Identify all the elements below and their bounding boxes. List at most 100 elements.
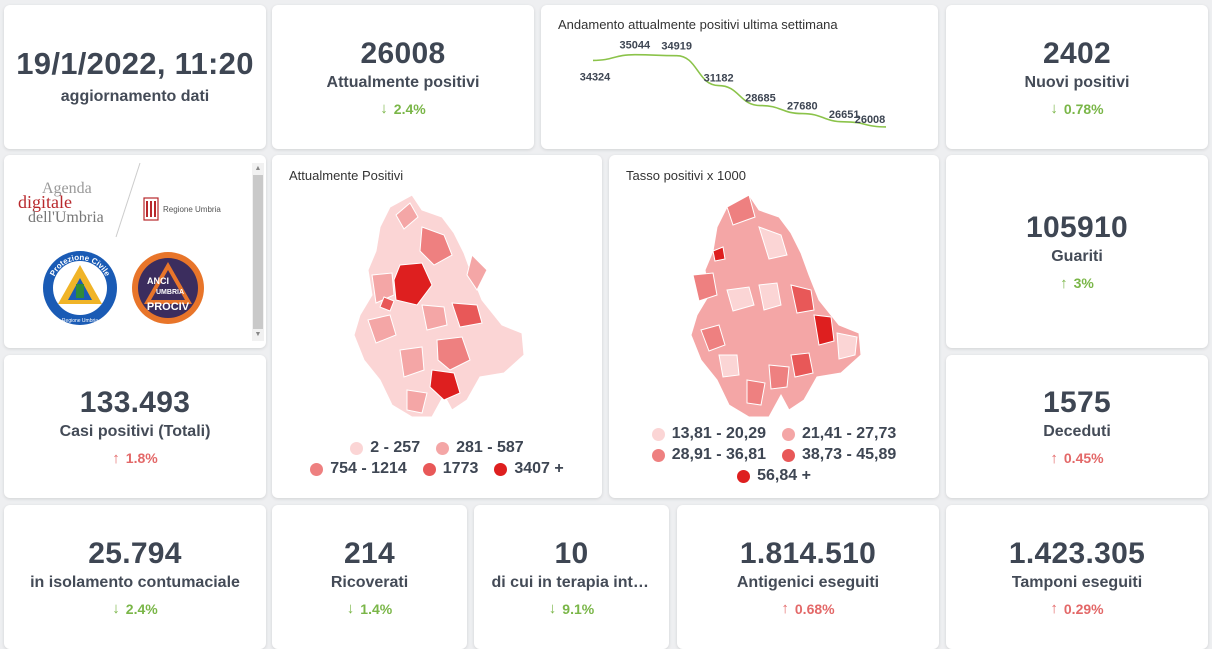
tamponi-card: 1.423.305 Tamponi eseguiti ↑ 0.29% xyxy=(946,505,1208,649)
attualmente-positivi-card: 26008 Attualmente positivi ↓ 2.4% xyxy=(272,5,534,149)
map-region xyxy=(712,246,726,262)
deceduti-card: 1575 Deceduti ↑ 0.45% xyxy=(946,355,1208,498)
arrow-down-icon: ↓ xyxy=(1050,100,1058,118)
regione-umbria-text: Regione Umbria xyxy=(163,204,221,214)
arrow-up-icon: ↑ xyxy=(1050,449,1058,467)
legend-label: 754 - 1214 xyxy=(330,460,407,477)
tamponi-change: ↑ 0.29% xyxy=(1050,600,1103,617)
terapia-change: ↓ 9.1% xyxy=(549,600,594,617)
legend-dot xyxy=(651,427,665,441)
legend-label: 3407 + xyxy=(514,460,564,477)
guariti-card: 105910 Guariti ↑ 3% xyxy=(946,155,1208,348)
change-value: 0.29% xyxy=(1063,600,1104,617)
anci-umbria-prociv-logo: ANCI UMBRIA PROCIV xyxy=(132,252,204,324)
map-region xyxy=(371,272,395,304)
map-region xyxy=(790,352,814,378)
deceduti-value: 1575 xyxy=(1043,386,1111,420)
scroll-thumb[interactable] xyxy=(253,175,263,329)
map-region xyxy=(367,314,397,344)
trend-data-label: 31182 xyxy=(704,73,734,85)
legend-row: 2 - 257 281 - 587 xyxy=(272,439,602,457)
scroll-down-icon[interactable]: ▼ xyxy=(254,331,262,338)
scroll-up-icon[interactable]: ▲ xyxy=(254,165,262,172)
anci-line3: PROCIV xyxy=(147,301,190,313)
map-region xyxy=(726,286,755,312)
legend-item: 28,91 - 36,81 xyxy=(651,446,766,464)
logos-scrollbar[interactable]: ▲ ▼ xyxy=(252,163,264,341)
attualmente-positivi-change: ↓ 2.4% xyxy=(380,100,425,117)
agenda-line1: Agenda xyxy=(42,180,92,197)
legend-item: 38,73 - 45,89 xyxy=(782,446,896,464)
legend-item: 281 - 587 xyxy=(436,439,524,457)
agenda-line2: digitale xyxy=(18,192,72,212)
map-region xyxy=(836,332,858,360)
antigenici-value: 1.814.510 xyxy=(739,536,877,570)
legend-dot xyxy=(350,441,364,455)
legend-label: 56,84 + xyxy=(757,467,811,484)
arrow-up-icon: ↑ xyxy=(1060,274,1068,292)
anci-line1: ANCI xyxy=(147,276,169,286)
legend-item: 1773 xyxy=(422,460,479,478)
map-region xyxy=(466,254,488,291)
deceduti-label: Deceduti xyxy=(1043,423,1111,441)
map-region-base xyxy=(353,194,525,418)
map-region xyxy=(421,304,448,331)
arrow-down-icon: ↓ xyxy=(346,600,355,618)
legend-label: 1773 xyxy=(442,460,479,477)
map-positivi-title: Attualmente Positivi xyxy=(289,168,404,183)
isolamento-value: 25.794 xyxy=(88,536,182,570)
ricoverati-change: ↓ 1.4% xyxy=(347,600,392,617)
change-value: 0.45% xyxy=(1063,450,1104,467)
guariti-label: Guariti xyxy=(1051,248,1103,266)
legend-label: 38,73 - 45,89 xyxy=(802,446,897,463)
map-region xyxy=(419,226,453,266)
trend-data-label: 27680 xyxy=(787,101,818,113)
legend-row: 754 - 1214 1773 3407 + xyxy=(272,460,602,478)
legend-label: 21,41 - 27,73 xyxy=(802,425,897,442)
isolamento-card: 25.794 in isolamento contumaciale ↓ 2.4% xyxy=(4,505,266,649)
legend-dot xyxy=(310,462,324,476)
update-label: aggiornamento dati xyxy=(60,88,210,106)
tamponi-value: 1.423.305 xyxy=(1008,536,1146,570)
legend-item: 56,84 + xyxy=(737,467,811,485)
casi-totali-change: ↑ 1.8% xyxy=(112,450,157,467)
change-value: 3% xyxy=(1073,275,1094,292)
change-value: 0.78% xyxy=(1063,100,1104,117)
legend-item: 3407 + xyxy=(494,460,564,478)
trend-chart-title: Andamento attualmente positivi ultima se… xyxy=(558,17,838,32)
legend-dot xyxy=(782,448,795,462)
map-region xyxy=(758,226,788,260)
legend-label: 28,91 - 36,81 xyxy=(671,446,766,463)
change-value: 9.1% xyxy=(562,600,595,617)
attualmente-positivi-value: 26008 xyxy=(360,36,446,70)
ricoverati-label: Ricoverati xyxy=(330,573,409,591)
legend-label: 281 - 587 xyxy=(456,439,524,456)
change-value: 2.4% xyxy=(125,600,158,617)
map-region xyxy=(746,379,766,406)
nuovi-positivi-label: Nuovi positivi xyxy=(1024,73,1130,91)
antigenici-card: 1.814.510 Antigenici eseguiti ↑ 0.68% xyxy=(677,505,939,649)
map-region xyxy=(718,354,740,378)
map-region xyxy=(379,296,395,312)
legend-item: 13,81 - 20,29 xyxy=(651,425,766,443)
guariti-change: ↑ 3% xyxy=(1060,275,1094,292)
map-region xyxy=(692,272,718,302)
logo-divider xyxy=(115,162,141,238)
trend-data-label: 26008 xyxy=(855,114,886,126)
change-value: 1.4% xyxy=(360,600,393,617)
legend-row: 56,84 + xyxy=(609,467,939,485)
casi-totali-value: 133.493 xyxy=(79,386,191,420)
map-positivi-legend: 2 - 257 281 - 587 754 - 1214 1773 3407 + xyxy=(272,439,602,481)
anci-line2: UMBRIA xyxy=(156,289,184,296)
arrow-up-icon: ↑ xyxy=(1050,600,1058,618)
update-card: 19/1/2022, 11:20 aggiornamento dati xyxy=(4,5,266,149)
map-tasso-card: Tasso positivi x 1000 13,81 - 20,29 21,4… xyxy=(609,155,939,498)
umbria-map-tasso xyxy=(690,194,862,418)
umbria-map-positivi xyxy=(353,194,525,418)
trend-data-label: 26651 xyxy=(829,109,860,121)
legend-dot xyxy=(651,448,665,462)
change-value: 1.8% xyxy=(125,450,158,467)
map-tasso-legend: 13,81 - 20,29 21,41 - 27,73 28,91 - 36,8… xyxy=(609,425,939,488)
legend-row: 13,81 - 20,29 21,41 - 27,73 xyxy=(609,425,939,443)
